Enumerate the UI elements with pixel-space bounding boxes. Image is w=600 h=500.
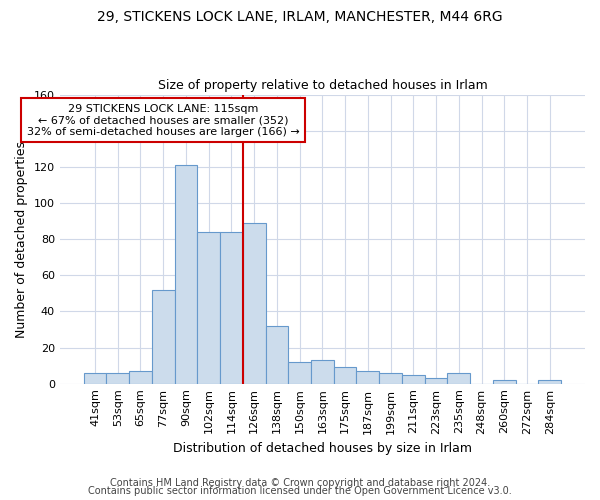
Bar	[220, 232, 243, 384]
Bar	[288, 362, 311, 384]
Text: 29 STICKENS LOCK LANE: 115sqm
← 67% of detached houses are smaller (352)
32% of : 29 STICKENS LOCK LANE: 115sqm ← 67% of d…	[27, 104, 299, 137]
Bar	[538, 380, 561, 384]
Bar	[243, 223, 266, 384]
Text: Contains HM Land Registry data © Crown copyright and database right 2024.: Contains HM Land Registry data © Crown c…	[110, 478, 490, 488]
Title: Size of property relative to detached houses in Irlam: Size of property relative to detached ho…	[158, 79, 487, 92]
Bar	[402, 374, 425, 384]
Bar	[266, 326, 288, 384]
X-axis label: Distribution of detached houses by size in Irlam: Distribution of detached houses by size …	[173, 442, 472, 455]
Text: 29, STICKENS LOCK LANE, IRLAM, MANCHESTER, M44 6RG: 29, STICKENS LOCK LANE, IRLAM, MANCHESTE…	[97, 10, 503, 24]
Y-axis label: Number of detached properties: Number of detached properties	[15, 140, 28, 338]
Bar	[83, 373, 106, 384]
Text: Contains public sector information licensed under the Open Government Licence v3: Contains public sector information licen…	[88, 486, 512, 496]
Bar	[175, 165, 197, 384]
Bar	[334, 368, 356, 384]
Bar	[311, 360, 334, 384]
Bar	[425, 378, 448, 384]
Bar	[379, 373, 402, 384]
Bar	[448, 373, 470, 384]
Bar	[356, 371, 379, 384]
Bar	[129, 371, 152, 384]
Bar	[197, 232, 220, 384]
Bar	[106, 373, 129, 384]
Bar	[493, 380, 515, 384]
Bar	[152, 290, 175, 384]
